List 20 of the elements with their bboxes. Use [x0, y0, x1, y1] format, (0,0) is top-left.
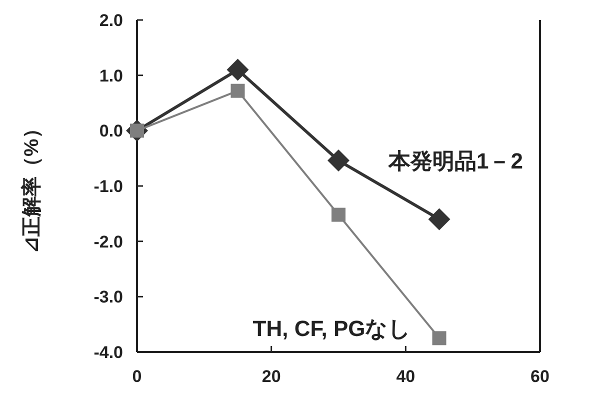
- y-tick-label: 0.0: [99, 122, 123, 141]
- series-label: TH, CF, PGなし: [252, 316, 412, 342]
- point: [230, 84, 245, 98]
- x-tick-label: 20: [262, 367, 281, 386]
- y-tick-label: -4.0: [94, 343, 123, 362]
- point: [226, 58, 249, 81]
- point: [328, 150, 350, 172]
- series-label: 本発明品1－2: [388, 148, 523, 174]
- point: [428, 208, 450, 230]
- y-tick-label: 2.0: [99, 11, 123, 30]
- y-tick-label: -3.0: [94, 288, 123, 307]
- x-tick-label: 0: [132, 367, 142, 386]
- y-tick-label: -2.0: [94, 232, 123, 252]
- y-tick-label: 1.0: [99, 66, 123, 86]
- x-tick-label: 60: [530, 367, 550, 386]
- point: [332, 208, 346, 222]
- x-tick-label: 40: [396, 367, 416, 386]
- y-axis-title: ⊿正解率（%）: [20, 118, 43, 254]
- y-tick-label: -1.0: [94, 177, 123, 196]
- point: [432, 331, 446, 346]
